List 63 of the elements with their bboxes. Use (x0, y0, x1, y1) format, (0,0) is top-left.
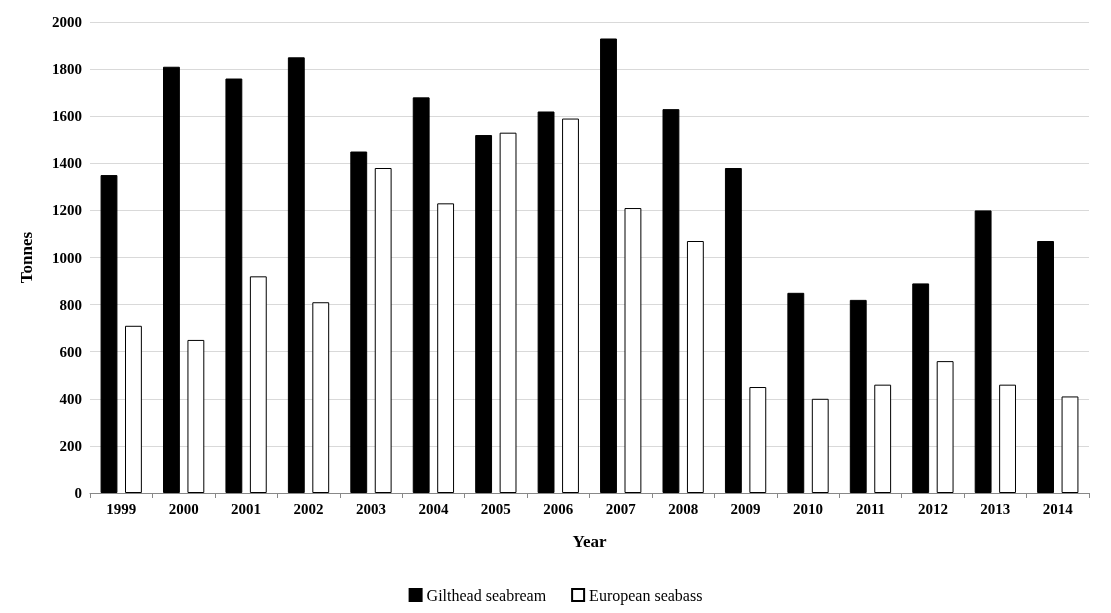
x-tick-label: 2007 (605, 500, 637, 517)
bar (537, 111, 555, 493)
bar (475, 135, 493, 493)
bar (787, 292, 805, 493)
y-tick-label: 1000 (52, 249, 82, 266)
bar (225, 78, 243, 493)
y-tick-label: 0 (74, 485, 82, 501)
bar (874, 384, 892, 493)
bar (749, 387, 767, 493)
bar (437, 203, 455, 493)
x-tick-label: 2003 (355, 500, 386, 517)
y-tick-label: 1800 (52, 61, 82, 78)
x-tick-label: 2000 (168, 500, 199, 517)
x-tick-label: 2011 (855, 500, 886, 517)
x-tick-label: 2004 (418, 500, 449, 517)
bar (849, 299, 867, 493)
bar (287, 57, 305, 493)
bar (1037, 241, 1054, 493)
y-tick-label: 1200 (52, 202, 82, 219)
y-tick-label: 400 (59, 390, 82, 407)
bar (686, 241, 704, 493)
legend-label: Gilthead seabream (426, 586, 547, 604)
x-axis-title: Year (572, 532, 607, 551)
bar (125, 325, 142, 493)
x-tick-label: 2014 (1042, 500, 1074, 517)
legend-label: European seabass (589, 586, 703, 605)
bar (374, 168, 392, 493)
bar (163, 66, 180, 493)
bar (350, 151, 368, 493)
x-tick-label: 2013 (980, 500, 1011, 517)
y-tick-label: 600 (59, 343, 82, 360)
bar (1061, 396, 1079, 493)
x-tick-label: 2006 (543, 500, 574, 517)
bar (100, 175, 118, 493)
y-tick-label: 200 (59, 437, 82, 454)
bar (624, 208, 642, 493)
y-tick-label: 2000 (52, 14, 82, 30)
bar (999, 384, 1016, 493)
bar (912, 283, 930, 493)
bar (600, 38, 617, 493)
bar (811, 398, 829, 493)
y-axis-title: Tonnes (17, 231, 36, 284)
bar (412, 97, 430, 493)
bar (724, 168, 742, 493)
y-tick-label: 1600 (52, 108, 82, 125)
y-tick-label: 1400 (52, 155, 82, 172)
bar (974, 210, 992, 493)
bar (936, 361, 954, 493)
x-tick-label: 1999 (106, 500, 137, 517)
x-tick-label: 2008 (668, 500, 699, 517)
x-tick-label: 2002 (293, 500, 324, 517)
y-tick-label: 800 (59, 296, 82, 313)
bar (562, 118, 579, 493)
x-tick-label: 2009 (730, 500, 761, 517)
bar (312, 302, 330, 493)
x-tick-label: 2010 (793, 500, 824, 517)
x-tick-label: 2012 (917, 500, 948, 517)
x-tick-label: 2005 (480, 500, 511, 517)
bar (499, 132, 517, 493)
x-tick-label: 2001 (231, 500, 262, 517)
bar (187, 339, 205, 493)
bar (662, 109, 680, 493)
bar (249, 276, 267, 493)
